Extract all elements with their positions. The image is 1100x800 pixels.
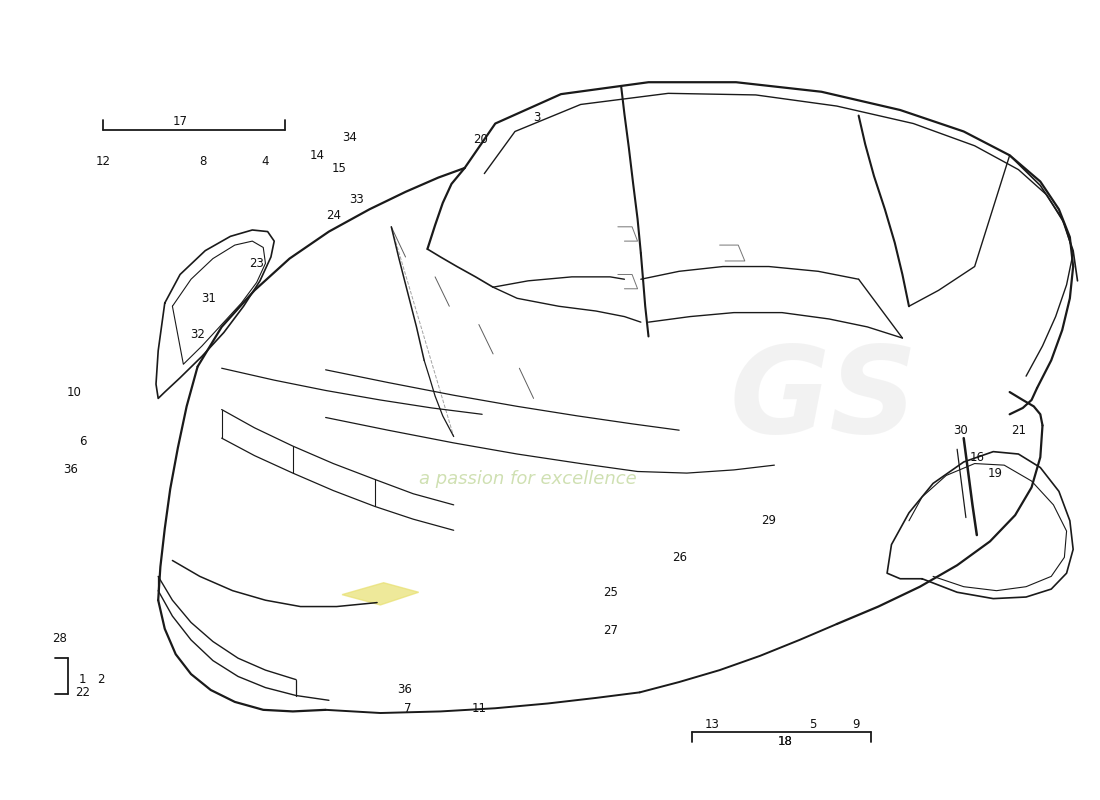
Text: 31: 31 bbox=[201, 292, 216, 305]
Text: 19: 19 bbox=[988, 466, 1003, 479]
Text: 5: 5 bbox=[808, 718, 816, 730]
Text: 3: 3 bbox=[534, 111, 540, 125]
Text: 14: 14 bbox=[309, 149, 324, 162]
Text: 23: 23 bbox=[250, 257, 264, 270]
Text: a passion for excellence: a passion for excellence bbox=[419, 470, 637, 489]
Text: 36: 36 bbox=[63, 463, 78, 477]
Text: 7: 7 bbox=[404, 702, 411, 714]
Text: 4: 4 bbox=[262, 155, 270, 168]
Text: 30: 30 bbox=[953, 424, 968, 437]
Text: 26: 26 bbox=[672, 550, 686, 564]
Text: 33: 33 bbox=[349, 194, 364, 206]
Text: 21: 21 bbox=[1011, 424, 1026, 437]
Text: 22: 22 bbox=[75, 686, 90, 699]
Text: 24: 24 bbox=[326, 209, 341, 222]
Text: 29: 29 bbox=[761, 514, 777, 527]
Text: 6: 6 bbox=[79, 435, 87, 448]
Text: 20: 20 bbox=[474, 133, 488, 146]
Text: 15: 15 bbox=[331, 162, 346, 174]
Text: 11: 11 bbox=[472, 702, 486, 714]
Text: 36: 36 bbox=[397, 683, 411, 697]
Text: 9: 9 bbox=[852, 718, 860, 730]
Text: 16: 16 bbox=[969, 450, 984, 464]
Text: 8: 8 bbox=[199, 155, 207, 168]
Text: 25: 25 bbox=[603, 586, 617, 598]
Text: 2: 2 bbox=[98, 673, 104, 686]
Text: 17: 17 bbox=[173, 115, 188, 129]
Text: 28: 28 bbox=[53, 632, 67, 645]
Text: 18: 18 bbox=[778, 735, 793, 748]
Text: 18: 18 bbox=[778, 735, 793, 748]
Text: GS: GS bbox=[729, 342, 917, 458]
Text: 27: 27 bbox=[603, 624, 618, 637]
Text: 10: 10 bbox=[66, 386, 81, 398]
Polygon shape bbox=[342, 582, 419, 605]
Text: 34: 34 bbox=[342, 131, 358, 144]
Text: 32: 32 bbox=[190, 328, 205, 342]
Text: 13: 13 bbox=[704, 718, 719, 730]
Text: 12: 12 bbox=[96, 155, 111, 168]
Text: 1: 1 bbox=[79, 673, 87, 686]
